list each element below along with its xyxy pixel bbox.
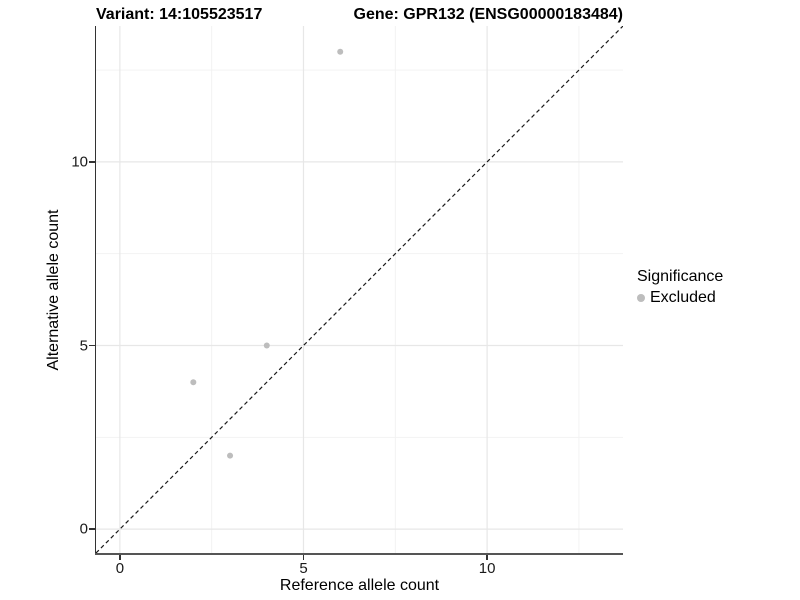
legend-title: Significance — [637, 268, 724, 285]
x-tick-mark — [302, 555, 305, 560]
legend-entry-label: Excluded — [650, 289, 716, 306]
x-tick-label: 10 — [478, 560, 496, 577]
identity-reference-line — [95, 25, 624, 554]
legend-point-icon — [637, 294, 645, 302]
legend-entry-excluded: Excluded — [637, 289, 723, 307]
data-point — [190, 379, 197, 386]
x-tick-label: 0 — [115, 560, 125, 577]
y-axis-line — [94, 26, 96, 555]
y-tick-mark — [89, 528, 95, 530]
x-tick-label: 5 — [299, 560, 308, 577]
data-point — [337, 48, 344, 55]
y-tick-mark — [89, 344, 95, 347]
y-axis-title: Alternative allele count — [45, 209, 62, 371]
x-tick-mark — [119, 555, 121, 560]
y-tick-label: 5 — [79, 337, 88, 354]
scatter-plot-canvas — [95, 25, 624, 554]
data-point — [263, 342, 270, 349]
x-axis-line — [94, 553, 623, 555]
plot-panel — [95, 25, 624, 554]
legend: Significance Excluded — [637, 268, 723, 307]
data-point — [227, 452, 234, 459]
y-tick-label: 0 — [79, 520, 88, 538]
x-axis-title: Reference allele count — [279, 577, 440, 594]
plot-title-variant: Variant: 14:105523517 — [96, 6, 263, 23]
plot-title-gene: Gene: GPR132 (ENSG00000183484) — [353, 6, 623, 23]
x-tick-mark — [486, 555, 488, 560]
y-tick-label: 10 — [71, 153, 88, 171]
y-tick-mark — [89, 161, 95, 163]
